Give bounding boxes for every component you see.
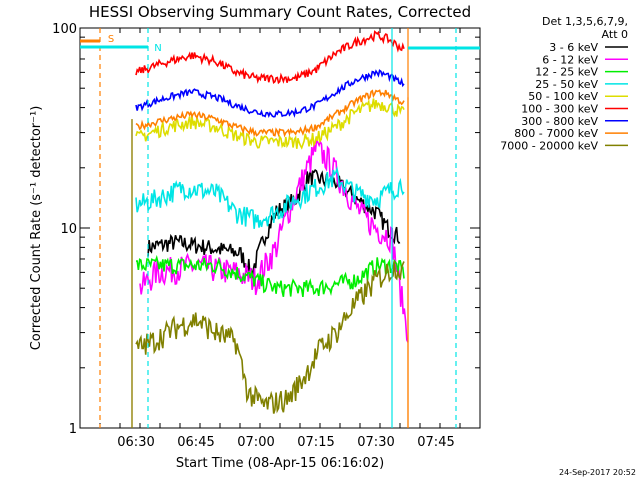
x-tick-label: 07:45	[417, 435, 454, 450]
x-tick-label: 06:45	[177, 435, 214, 450]
chart-title: HESSI Observing Summary Count Rates, Cor…	[89, 3, 471, 21]
legend-label: 50 - 100 keV	[528, 90, 598, 103]
series-line	[135, 89, 405, 138]
series-line	[147, 168, 401, 279]
legend-label: 3 - 6 keV	[549, 41, 598, 54]
series-line	[135, 69, 405, 118]
x-axis-label: Start Time (08-Apr-15 06:16:02)	[176, 456, 384, 471]
flag-label: S	[108, 34, 114, 45]
y-tick-label: 10	[60, 222, 77, 237]
series-line	[135, 30, 405, 85]
y-tick-label: 1	[69, 422, 77, 437]
legend-header-line-1: Det 1,3,5,6,7,9,	[542, 15, 628, 28]
legend-label: 25 - 50 keV	[535, 78, 598, 91]
timestamp: 24-Sep-2017 20:52	[559, 468, 636, 477]
x-tick-label: 06:30	[117, 435, 154, 450]
series-line	[135, 260, 405, 414]
legend-label: 800 - 7000 keV	[514, 127, 598, 140]
flag-label: N	[154, 43, 161, 54]
series-line	[139, 136, 409, 343]
legend-label: 7000 - 20000 keV	[500, 139, 598, 152]
series-line	[136, 254, 405, 298]
data-series-group	[131, 30, 409, 428]
legend-label: 100 - 300 keV	[521, 103, 598, 116]
x-tick-label: 07:15	[297, 435, 334, 450]
legend-label: 300 - 800 keV	[521, 115, 598, 128]
legend-label: 6 - 12 keV	[542, 53, 598, 66]
series-line	[135, 98, 405, 150]
legend-label: 12 - 25 keV	[535, 66, 598, 79]
y-tick-label: 100	[52, 22, 77, 37]
legend-header-line-2: Att 0	[602, 28, 628, 41]
series-line	[135, 166, 405, 229]
x-tick-label: 07:30	[357, 435, 394, 450]
y-axis-label: Corrected Count Rate (s⁻¹ detector⁻¹)	[29, 106, 44, 351]
x-tick-label: 07:00	[237, 435, 274, 450]
